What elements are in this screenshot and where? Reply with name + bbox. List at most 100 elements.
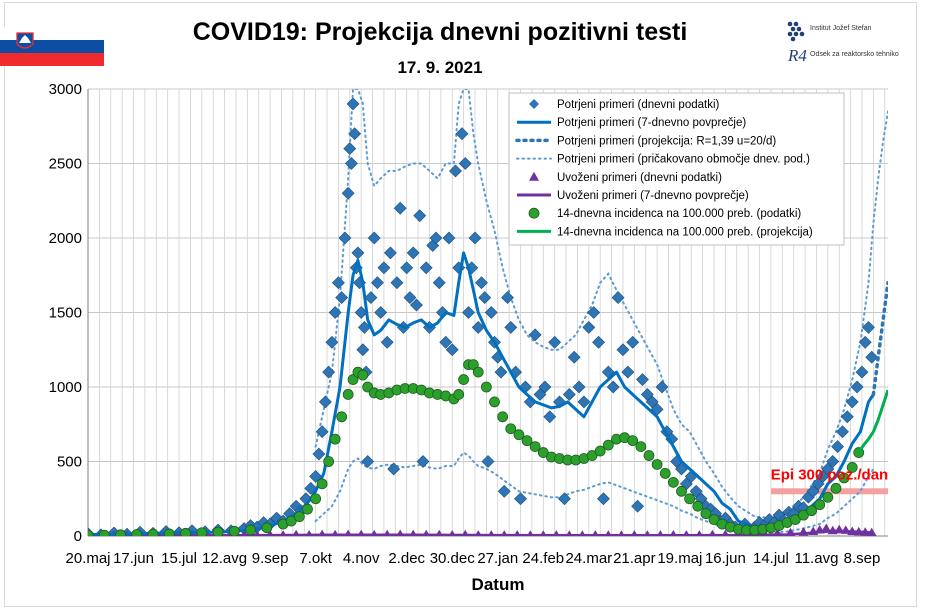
x-tick-label: 24.feb [522,550,564,567]
point-confirmed-daily [328,306,342,319]
point-incidence [329,433,341,445]
point-confirmed-daily [318,395,332,409]
point-confirmed-daily [504,320,518,334]
point-confirmed-daily [356,343,370,357]
point-confirmed-daily [304,481,318,495]
point-confirmed-daily [475,276,488,290]
point-confirmed-daily [528,328,542,342]
point-confirmed-daily [631,499,645,513]
point-confirmed-daily [845,395,859,409]
point-incidence [196,527,208,536]
point-incidence [147,528,159,536]
point-confirmed-daily [831,440,845,454]
point-incidence [115,529,126,536]
point-incidence [261,522,273,534]
point-incidence [594,445,606,457]
y-tick-label: 0 [74,528,82,545]
point-confirmed-daily [862,320,875,334]
x-tick-label: 14.jul [753,550,789,567]
threshold-label: Epi 300 poz./dan [771,466,889,483]
point-incidence [453,389,465,400]
point-confirmed-daily [449,164,462,178]
point-confirmed-daily [497,484,511,498]
legend-label: Potrjeni primeri (dnevni podatki) [557,99,720,111]
legend-triangle-icon [529,171,539,181]
y-tick-label: 1000 [49,379,82,396]
point-confirmed-daily [384,246,397,260]
point-confirmed-daily [371,276,384,290]
point-confirmed-daily [478,291,492,305]
point-incidence [480,381,492,393]
point-confirmed-daily [432,276,446,290]
institute-name: Institut Jožef Stefan [810,25,872,32]
r4-logo: R4 Odsek za reaktorsko tehniko [786,46,926,68]
legend-item: Potrjeni primeri (7-dnevno povprečje) [517,117,746,129]
point-confirmed-daily [858,335,872,349]
point-confirmed-daily [312,447,326,461]
point-confirmed-daily [419,261,433,275]
point-confirmed-daily [587,306,601,319]
legend-item: Uvoženi primeri (7-dnevno povprečje) [517,190,749,202]
point-incidence [513,429,525,441]
plot-content [88,89,888,536]
point-incidence [131,529,143,536]
point-confirmed-daily [514,492,527,506]
y-tick-label: 1500 [49,305,82,322]
point-incidence [667,476,679,488]
point-confirmed-daily [557,492,571,506]
x-tick-label: 8.sep [844,550,881,567]
legend-label: Uvoženi primeri (7-dnevno povprečje) [557,190,749,202]
legend-label: Potrjeni primeri (7-dnevno povprečje) [557,117,746,129]
point-incidence [643,450,655,461]
point-incidence [489,396,500,408]
point-incidence [163,528,175,536]
point-confirmed-daily [309,469,323,483]
y-tick-label: 500 [57,454,82,471]
point-incidence [676,485,687,497]
ijs-dots-icon [787,21,805,42]
legend-label: Uvoženi primeri (dnevni podatki) [557,172,722,184]
y-tick-label: 3000 [49,81,82,98]
point-confirmed-daily [655,380,669,394]
threshold-band [770,488,888,495]
point-confirmed-daily [338,231,352,245]
point-confirmed-daily [840,410,854,424]
legend-label: Potrjeni primeri (projekcija: R=1,39 u=2… [557,135,776,147]
point-incidence [310,493,322,505]
series-confirmed-projection [871,280,888,397]
point-confirmed-daily [406,246,420,260]
point-confirmed-daily [481,455,495,468]
chart-date: 17. 9. 2021 [397,58,483,77]
point-incidence [700,508,712,520]
coat-of-arms-icon [16,32,34,49]
point-incidence [212,526,224,536]
point-confirmed-daily [331,276,345,290]
point-confirmed-daily [361,455,375,468]
point-incidence [684,493,696,505]
x-axis-title: Datum [472,575,525,594]
point-incidence [285,515,297,527]
x-tick-label: 9.sep [252,550,289,567]
point-incidence [602,439,614,451]
point-incidence [336,411,348,423]
x-tick-label: 19.maj [657,550,702,567]
point-imported-daily [821,523,832,533]
point-confirmed-daily [548,335,562,349]
legend-label: Potrjeni primeri (pričakovano območje dn… [557,154,810,166]
legend-item: 14-dnevna incidenca na 100.000 preb. (po… [528,207,801,220]
point-incidence [505,423,517,435]
r4-mark: R4 [788,46,807,65]
point-confirmed-daily [380,335,394,349]
point-confirmed-daily [367,231,381,245]
point-incidence [302,503,313,515]
point-incidence [537,447,549,458]
legend-label: 14-dnevna incidenca na 100.000 preb. (po… [557,208,801,220]
point-incidence [692,500,704,512]
legend-item: Uvoženi primeri (dnevni podatki) [529,171,722,184]
point-incidence [357,369,369,381]
point-incidence [98,529,110,536]
x-tick-label: 27.jan [477,550,518,567]
point-confirmed-daily [606,380,620,394]
point-confirmed-daily [572,380,586,394]
